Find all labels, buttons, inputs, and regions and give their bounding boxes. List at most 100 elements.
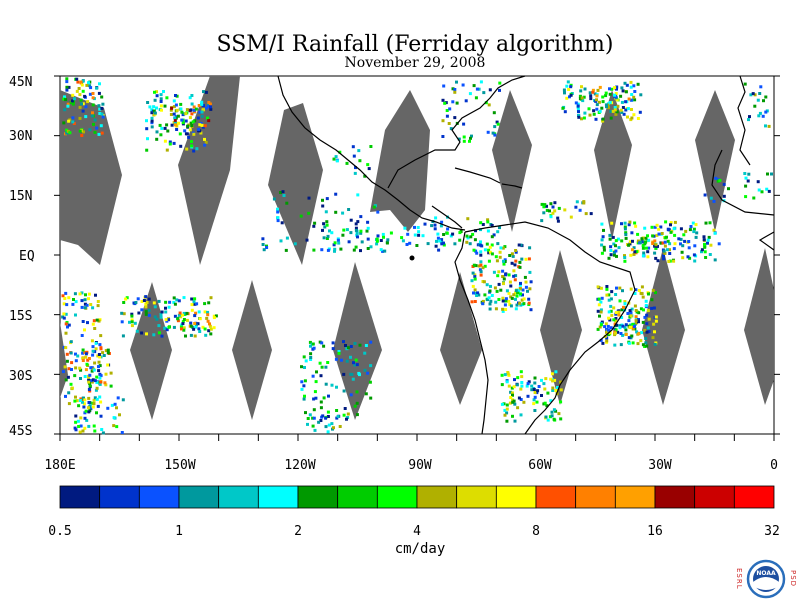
rain-pixel: [95, 126, 99, 130]
rain-pixel: [580, 85, 583, 89]
rain-pixel: [502, 402, 506, 406]
rain-pixel: [172, 112, 176, 116]
rain-pixel: [303, 394, 306, 398]
rain-pixel: [519, 387, 523, 391]
rain-pixel: [520, 384, 524, 388]
rain-pixel: [512, 293, 516, 297]
rain-pixel: [646, 309, 650, 313]
rain-pixel: [610, 290, 614, 294]
rain-pixel: [389, 231, 393, 235]
colorbar-swatch: [535, 485, 577, 509]
rain-pixel: [495, 120, 499, 124]
swath-gap: [370, 90, 430, 232]
rain-pixel: [519, 303, 523, 307]
rain-pixel: [333, 249, 336, 253]
rain-pixel: [619, 343, 623, 347]
rain-pixel: [614, 311, 618, 315]
rain-pixel: [309, 356, 313, 359]
rain-pixel: [634, 288, 638, 292]
rain-pixel: [626, 312, 630, 315]
rain-pixel: [576, 102, 580, 106]
rain-pixel: [550, 410, 554, 414]
swath-gaps-south: [60, 248, 774, 420]
rain-pixel: [300, 387, 304, 391]
rain-pixel: [97, 365, 100, 369]
rain-pixel: [517, 396, 521, 400]
rain-pixel: [753, 104, 757, 108]
colorbar-swatch: [495, 485, 537, 509]
rain-pixel: [506, 372, 510, 376]
swath-gap: [744, 248, 774, 405]
rain-pixel: [614, 331, 617, 335]
rain-pixel: [94, 347, 98, 351]
rain-pixel: [494, 300, 498, 304]
rain-pixel: [134, 301, 138, 304]
rain-pixel: [633, 325, 636, 328]
rain-pixel: [192, 132, 196, 136]
rain-pixel: [706, 238, 710, 242]
rain-pixel: [80, 299, 84, 303]
rain-pixel: [640, 331, 643, 335]
rain-pixel: [743, 172, 747, 175]
rain-pixel: [364, 392, 368, 396]
rain-pixel: [353, 171, 357, 175]
rain-pixel: [607, 106, 610, 110]
rain-pixel: [709, 196, 713, 200]
rain-pixel: [503, 303, 507, 307]
rain-pixel: [689, 225, 693, 228]
colorbar-swatch: [218, 485, 259, 509]
rain-pixel: [306, 417, 310, 420]
lat-label: 15S: [9, 309, 33, 324]
rain-pixel: [180, 313, 184, 317]
rain-pixel: [93, 396, 97, 400]
rain-pixel: [165, 123, 169, 127]
rain-pixel: [67, 323, 71, 327]
rain-pixel: [532, 402, 536, 406]
rain-pixel: [181, 121, 185, 125]
rain-pixel: [748, 115, 751, 119]
rain-pixel: [663, 244, 667, 248]
rain-pixel: [446, 227, 450, 231]
rain-pixel: [632, 246, 636, 250]
rain-pixel: [355, 413, 359, 417]
rain-pixel: [577, 113, 581, 117]
rain-pixel: [188, 116, 192, 120]
rain-pixel: [457, 137, 461, 141]
rain-pixel: [206, 310, 210, 314]
rain-pixel: [639, 240, 643, 244]
rain-pixel: [153, 90, 156, 94]
rain-pixel: [475, 87, 479, 91]
rain-pixel: [355, 390, 359, 394]
rain-pixel: [609, 253, 613, 257]
rain-pixel: [707, 235, 711, 239]
rain-pixel: [442, 241, 445, 245]
rain-pixel: [605, 105, 608, 109]
rain-pixel: [63, 95, 66, 99]
rain-pixel: [604, 91, 608, 95]
rain-pixel: [353, 404, 357, 408]
rain-pixel: [462, 139, 466, 143]
rain-pixel: [575, 200, 579, 204]
rain-pixel: [147, 297, 151, 301]
rain-pixel: [282, 194, 286, 197]
rain-pixel: [81, 429, 85, 433]
rain-pixel: [613, 343, 617, 347]
rain-pixel: [66, 325, 69, 329]
rain-pixel: [136, 297, 140, 301]
rain-pixel: [608, 101, 612, 104]
rain-pixel: [83, 302, 87, 306]
rain-pixel: [198, 330, 202, 333]
lon-label: 120W: [284, 458, 316, 473]
rain-pixel: [80, 291, 84, 295]
rain-pixel: [305, 238, 309, 242]
rain-pixel: [472, 291, 475, 295]
rain-pixel: [265, 246, 269, 249]
rain-pixel: [65, 77, 69, 81]
rain-pixel: [322, 222, 326, 226]
rain-pixel: [73, 97, 76, 101]
rain-pixel: [120, 311, 124, 315]
rain-pixel: [197, 310, 201, 314]
rain-pixel: [703, 242, 706, 246]
rain-pixel: [80, 134, 84, 137]
lat-label: EQ: [19, 249, 35, 264]
